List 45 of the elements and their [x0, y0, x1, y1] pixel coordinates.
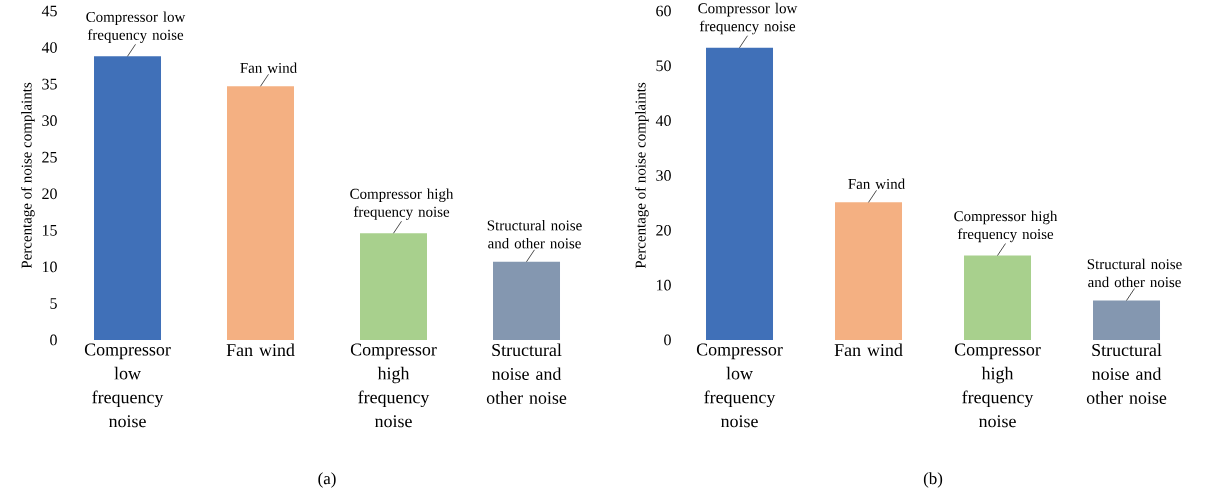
x-tick-label: Compressor high frequency noise — [350, 343, 437, 428]
y-tick-label: 60 — [656, 5, 671, 17]
y-tick-label: 40 — [655, 115, 671, 127]
x-tick-label: Compressor low frequency noise — [84, 343, 171, 428]
annotation: Compressor high frequency noise — [350, 188, 454, 220]
y-tick-label: 45 — [41, 5, 57, 17]
y-tick-label: 20 — [42, 188, 57, 200]
y-axis-title: Percentage of noise complaints — [634, 82, 649, 269]
y-tick-label: 15 — [42, 224, 57, 236]
text: (a) — [318, 472, 336, 488]
annotation: Fan wind — [240, 62, 297, 73]
bar — [227, 86, 295, 340]
annotation: Structural noise and other noise — [1087, 258, 1182, 288]
y-tick-label: 5 — [50, 298, 57, 309]
y-tick-label: 20 — [656, 224, 671, 236]
y-tick-label: 35 — [42, 78, 57, 90]
y-tick-label: 25 — [42, 151, 57, 163]
x-tick-label: Compressor low frequency noise — [696, 343, 783, 428]
y-tick-label: 30 — [656, 170, 671, 181]
bar — [964, 255, 1032, 340]
bar — [360, 233, 428, 340]
x-tick-label: Structural noise and other noise — [486, 343, 567, 404]
annotation: Compressor low frequency noise — [698, 2, 798, 35]
annotation: Fan wind — [848, 178, 905, 189]
x-tick-label: Fan wind — [226, 343, 295, 357]
x-tick-label: Structural noise and other noise — [1086, 343, 1167, 404]
annotation: Structural noise and other noise — [487, 219, 582, 249]
y-tick-label: 10 — [42, 261, 57, 273]
y-tick-label: 0 — [50, 334, 57, 346]
bar — [493, 261, 561, 340]
annotation: Compressor low frequency noise — [86, 11, 186, 43]
annotation: Compressor high frequency noise — [954, 210, 1058, 243]
bar — [835, 202, 903, 340]
bar — [1093, 300, 1161, 340]
x-tick-label: Fan wind — [834, 343, 903, 357]
y-tick-label: 50 — [656, 60, 671, 72]
bar — [94, 56, 162, 340]
y-tick-label: 10 — [656, 279, 671, 291]
y-tick-label: 30 — [42, 115, 57, 127]
x-tick-label: Compressor high frequency noise — [954, 343, 1041, 428]
y-tick-label: 40 — [41, 42, 57, 53]
text: (b) — [923, 472, 943, 488]
bar — [706, 47, 774, 340]
y-tick-label: 0 — [664, 334, 671, 346]
y-axis-title: Percentage of noise complaints — [20, 82, 35, 269]
